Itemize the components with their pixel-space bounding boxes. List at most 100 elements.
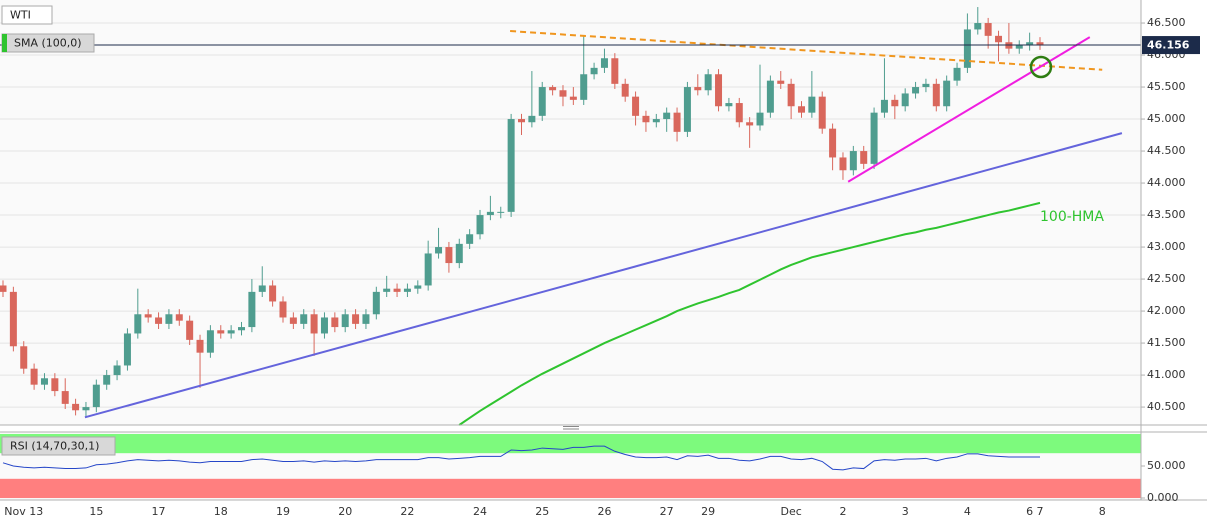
- x-tick-label: 27: [660, 505, 674, 518]
- x-tick-label: 6: [1026, 505, 1033, 518]
- symbol-box[interactable]: [1, 5, 53, 25]
- candle-body: [497, 211, 505, 213]
- candle-body: [538, 87, 546, 116]
- candle-body: [9, 291, 17, 347]
- x-tick-label: Dec: [780, 505, 801, 518]
- candle-body: [175, 314, 183, 321]
- candle-body: [289, 317, 297, 324]
- x-tick-label: 2: [839, 505, 846, 518]
- y-tick-label: 42.500: [1147, 272, 1186, 285]
- candle-body: [155, 317, 163, 324]
- candle-body: [663, 112, 671, 120]
- rsi-line: [2, 445, 1040, 471]
- candle-body: [258, 285, 266, 292]
- candle-body: [341, 314, 349, 328]
- candle-body: [238, 327, 246, 331]
- rsi-band: [0, 478, 1141, 499]
- candle-body: [735, 103, 743, 123]
- trendline: [510, 30, 1103, 71]
- candle-body: [372, 291, 380, 315]
- candle-body: [953, 67, 961, 81]
- candle-body: [186, 320, 194, 340]
- candle-body: [766, 80, 774, 113]
- candle-body: [0, 285, 7, 292]
- candle-body: [227, 330, 235, 334]
- y-tick-label: 45.500: [1147, 80, 1186, 93]
- x-tick-label: 29: [701, 505, 715, 518]
- y-tick-label: 44.000: [1147, 176, 1186, 189]
- candle-body: [984, 23, 992, 36]
- candle-body: [569, 96, 577, 100]
- candle-body: [165, 314, 173, 324]
- candle-body: [797, 106, 805, 113]
- candle-body: [912, 87, 920, 94]
- x-tick-label: 22: [400, 505, 414, 518]
- candle-body: [331, 317, 339, 328]
- candle-body: [1026, 42, 1034, 46]
- rsi-tick-label: 50.000: [1147, 459, 1186, 472]
- candle-body: [995, 35, 1003, 43]
- y-tick-label: 41.000: [1147, 368, 1186, 381]
- candle-body: [362, 314, 370, 324]
- candle-body: [632, 96, 640, 116]
- candle-body: [403, 288, 411, 292]
- candle-body: [901, 93, 909, 107]
- x-tick-label: Nov 13: [4, 505, 43, 518]
- candle-body: [320, 317, 328, 334]
- candle-body: [196, 339, 204, 353]
- x-tick-label: 19: [276, 505, 290, 518]
- candle-body: [393, 288, 401, 292]
- hma-line: [458, 201, 1041, 426]
- candle-body: [72, 403, 80, 411]
- rsi-label: RSI (14,70,30,1): [10, 440, 99, 453]
- y-tick-label: 44.500: [1147, 144, 1186, 157]
- candle-body: [683, 87, 691, 132]
- candle-body: [518, 119, 525, 123]
- y-tick-label: 40.500: [1147, 400, 1186, 413]
- candle-body: [123, 333, 131, 366]
- candle-body: [383, 288, 391, 292]
- rsi-band: [0, 433, 1141, 454]
- candle-body: [528, 115, 536, 123]
- candle-body: [300, 314, 308, 324]
- candle-body: [92, 384, 100, 408]
- rsi-tick-label: 0.000: [1147, 491, 1179, 504]
- highlight-circle: [1029, 55, 1053, 79]
- candle-body: [113, 365, 121, 376]
- candle-body: [1015, 45, 1023, 49]
- candle-body: [549, 87, 557, 91]
- candle-body: [61, 391, 69, 404]
- candle-body: [590, 67, 598, 75]
- hma-label: 100-HMA: [1040, 209, 1104, 225]
- candle-body: [1036, 42, 1044, 46]
- candle-body: [144, 314, 152, 318]
- candle-body: [455, 243, 463, 264]
- candle-body: [652, 119, 660, 123]
- candle-body: [849, 151, 857, 171]
- candle-body: [880, 99, 888, 113]
- candle-body: [943, 80, 951, 107]
- x-tick-label: 4: [964, 505, 971, 518]
- candle-body: [725, 103, 733, 107]
- candle-body: [777, 80, 785, 84]
- candle-body: [642, 115, 650, 123]
- candle-body: [20, 346, 28, 369]
- candle-body: [559, 90, 567, 97]
- indicator-swatch: [2, 34, 7, 52]
- candle-body: [30, 368, 38, 385]
- candle-body: [206, 330, 214, 353]
- rsi-box[interactable]: [1, 436, 116, 456]
- candle-body: [507, 119, 515, 212]
- candle-body: [694, 87, 702, 91]
- candle-body: [51, 378, 59, 392]
- candle-body: [746, 122, 754, 126]
- candle-body: [829, 128, 837, 158]
- candle-body: [932, 83, 940, 107]
- y-tick-label: 42.000: [1147, 304, 1186, 317]
- y-tick-label: 41.500: [1147, 336, 1186, 349]
- indicator-label: SMA (100,0): [14, 37, 82, 50]
- symbol-label: WTI: [10, 9, 31, 22]
- x-tick-label: 24: [473, 505, 487, 518]
- candle-body: [40, 378, 48, 385]
